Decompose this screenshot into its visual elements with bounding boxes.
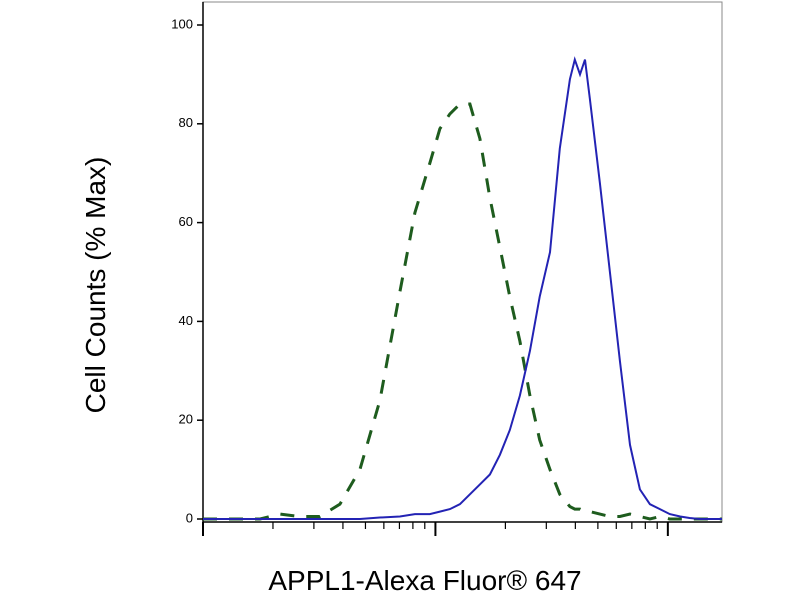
y-tick-label: 60 — [179, 214, 193, 229]
x-axis-label: APPL1-Alexa Fluor® 647 — [268, 565, 581, 596]
histogram-line — [203, 56, 722, 520]
y-tick-label: 20 — [179, 412, 193, 427]
y-tick-label: 100 — [171, 16, 193, 31]
y-tick-label: 80 — [179, 115, 193, 130]
plot-frame — [202, 1, 723, 523]
y-tick-label: 0 — [186, 510, 193, 525]
histogram-line — [203, 102, 722, 521]
y-tick-label: 40 — [179, 313, 193, 328]
y-axis-label: Cell Counts (% Max) — [80, 157, 111, 414]
